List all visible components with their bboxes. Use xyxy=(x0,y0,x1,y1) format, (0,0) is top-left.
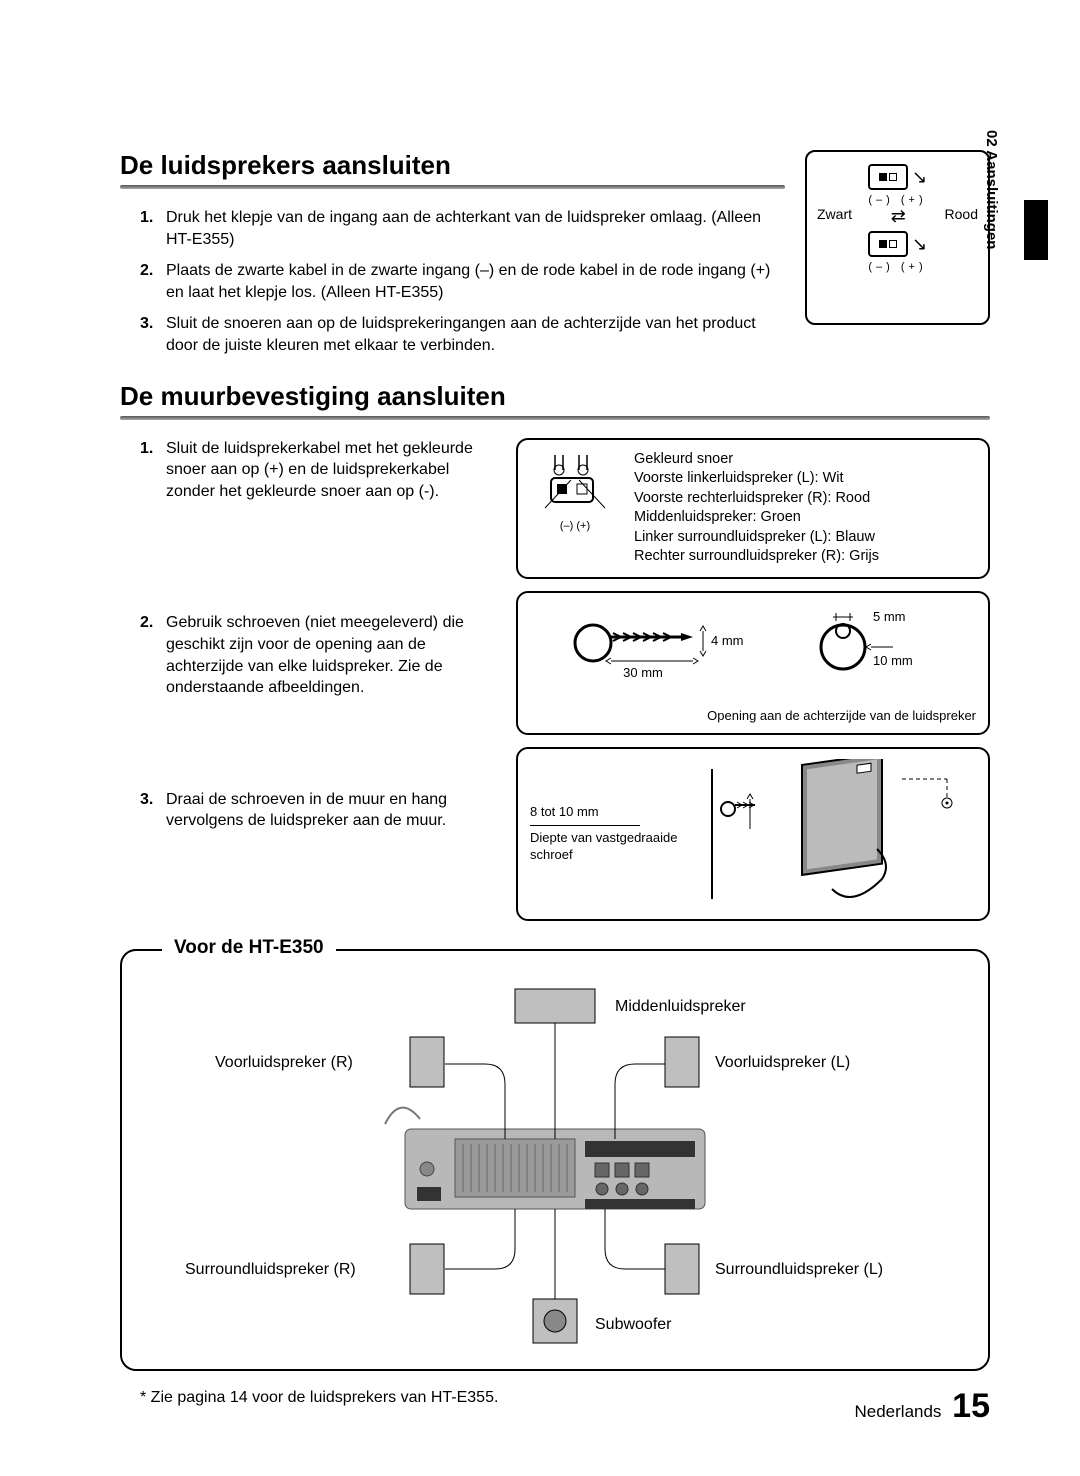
divider xyxy=(120,416,990,420)
step-text: Gebruik schroeven (niet meegeleverd) die… xyxy=(166,612,500,698)
footer-page-number: 15 xyxy=(952,1387,990,1425)
section2-steps: 1.Sluit de luidsprekerkabel met het gekl… xyxy=(120,438,500,832)
step-number: 2. xyxy=(140,260,166,303)
terminal-figure: ↘ (–) (+) Zwart ⇄ Rood ↘ (–) (+) xyxy=(805,150,990,325)
section1-title: De luidsprekers aansluiten xyxy=(120,150,785,181)
page-footer: Nederlands 15 xyxy=(854,1387,990,1426)
step-number: 1. xyxy=(140,207,166,250)
legend-line: Voorste linkerluidspreker (L): Wit xyxy=(634,469,879,489)
connection-diagram: Voor de HT-E350 Middenluidspreker Voorlu… xyxy=(120,949,990,1371)
step-number: 3. xyxy=(140,789,166,832)
legend-line: Rechter surroundluidspreker (R): Grijs xyxy=(634,547,879,567)
legend-line: Voorste rechterluidspreker (R): Rood xyxy=(634,489,879,509)
step-text: Draai de schroeven in de muur en hang ve… xyxy=(166,789,500,832)
mount-caption: Diepte van vastgedraaide schroef xyxy=(530,830,680,864)
step-text: Plaats de zwarte kabel in de zwarte inga… xyxy=(166,260,785,303)
polarity-label: (–) (+) xyxy=(813,261,982,273)
surrr-label: Surroundluidspreker (R) xyxy=(185,1261,356,1278)
screw-dimensions-figure: 30 mm 4 mm 5 mm 10 mm Opening aan de ach… xyxy=(516,591,990,735)
frontl-label: Voorluidspreker (L) xyxy=(715,1054,850,1071)
legend-line: Linker surroundluidspreker (L): Blauw xyxy=(634,528,879,548)
red-label: Rood xyxy=(945,206,978,227)
step-text: Druk het klepje van de ingang aan de ach… xyxy=(166,207,785,250)
black-label: Zwart xyxy=(817,206,852,227)
dims-caption: Opening aan de achterzijde van de luidsp… xyxy=(530,708,976,723)
section1-steps: 1.Druk het klepje van de ingang aan de a… xyxy=(120,207,785,357)
color-legend-figure: (–) (+) Gekleurd snoer Voorste linkerlui… xyxy=(516,438,990,579)
polarity-label: (–) (+) xyxy=(560,520,590,532)
dim-height: 4 mm xyxy=(711,633,744,648)
arrow-down-icon: ↘ xyxy=(912,167,927,188)
step-number: 3. xyxy=(140,313,166,356)
step-text: Sluit de luidsprekerkabel met het gekleu… xyxy=(166,438,500,503)
divider xyxy=(120,185,785,189)
frontr-label: Voorluidspreker (R) xyxy=(215,1054,353,1071)
mount-depth: 8 tot 10 mm xyxy=(530,804,680,821)
step-text: Sluit de snoeren aan op de luidsprekerin… xyxy=(166,313,785,356)
footer-lang: Nederlands xyxy=(854,1402,941,1421)
center-label: Middenluidspreker xyxy=(615,998,746,1015)
legend-header: Gekleurd snoer xyxy=(634,450,879,470)
polarity-label: (–) (+) xyxy=(813,194,982,206)
dim-width: 30 mm xyxy=(623,665,663,680)
wall-mount-figure: 8 tot 10 mm Diepte van vastgedraaide sch… xyxy=(516,747,990,921)
dim-hole-w: 10 mm xyxy=(873,653,913,668)
diagram-title: Voor de HT-E350 xyxy=(162,937,336,959)
arrow-down-icon: ↘ xyxy=(912,234,927,255)
page-edge-tab xyxy=(1024,200,1048,260)
step-number: 2. xyxy=(140,612,166,698)
surrl-label: Surroundluidspreker (L) xyxy=(715,1261,883,1278)
dim-hole-top: 5 mm xyxy=(873,609,906,624)
section2-title: De muurbevestiging aansluiten xyxy=(120,381,990,412)
step-number: 1. xyxy=(140,438,166,503)
legend-line: Middenluidspreker: Groen xyxy=(634,508,879,528)
sub-label: Subwoofer xyxy=(595,1316,672,1333)
